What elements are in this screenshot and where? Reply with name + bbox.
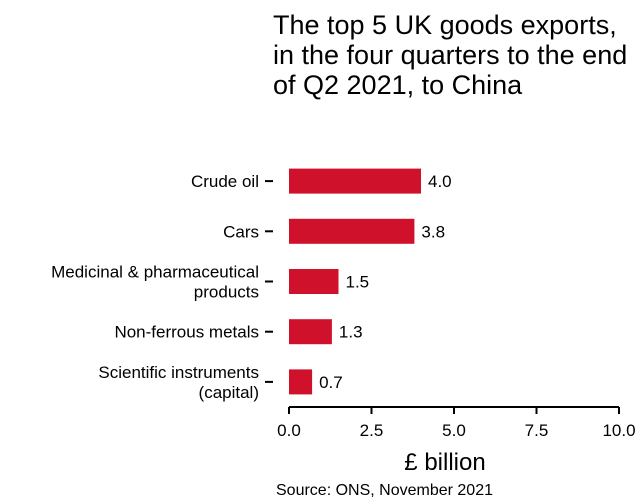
category-labels-layer: Crude oil Cars Medicinal & pharmaceuticalp… — [51, 172, 273, 402]
value-label: 4.0 — [428, 172, 452, 191]
category-label: Cars — [223, 222, 259, 241]
category-label: Medicinal & pharmaceutical — [51, 263, 259, 282]
x-tick-label: 2.5 — [360, 421, 384, 440]
value-labels-layer: 4.0 3.8 1.5 1.3 0.7 — [319, 172, 452, 392]
category-label: (capital) — [199, 383, 259, 402]
bars-layer — [289, 168, 421, 395]
bar — [289, 319, 332, 345]
category-label: Scientific instruments — [98, 363, 259, 382]
x-tick-label: 0.0 — [277, 421, 301, 440]
category-label: products — [194, 283, 259, 302]
bar — [289, 168, 421, 194]
bar — [289, 369, 313, 395]
x-axis: 0.0 2.5 5.0 7.5 10.0 £ billion — [277, 406, 636, 476]
bar-chart: Crude oil Cars Medicinal & pharmaceuticalp… — [51, 168, 636, 476]
value-label: 1.5 — [346, 273, 370, 292]
value-label: 1.3 — [339, 323, 363, 342]
category-label: Non-ferrous metals — [114, 323, 259, 342]
bar — [289, 269, 339, 294]
category-label: Crude oil — [191, 172, 259, 191]
source-note: Source: ONS, November 2021 — [276, 482, 493, 499]
x-axis-title: £ billion — [404, 449, 485, 476]
chart-title: The top 5 UK goods exports, in the four … — [273, 10, 628, 100]
x-tick-label: 7.5 — [525, 421, 549, 440]
bar — [289, 218, 415, 244]
x-ticks-layer: 0.0 2.5 5.0 7.5 10.0 — [277, 407, 636, 440]
x-tick-label: 5.0 — [442, 421, 466, 440]
value-label: 0.7 — [319, 373, 343, 392]
x-tick-label: 10.0 — [602, 421, 635, 440]
value-label: 3.8 — [421, 222, 445, 241]
